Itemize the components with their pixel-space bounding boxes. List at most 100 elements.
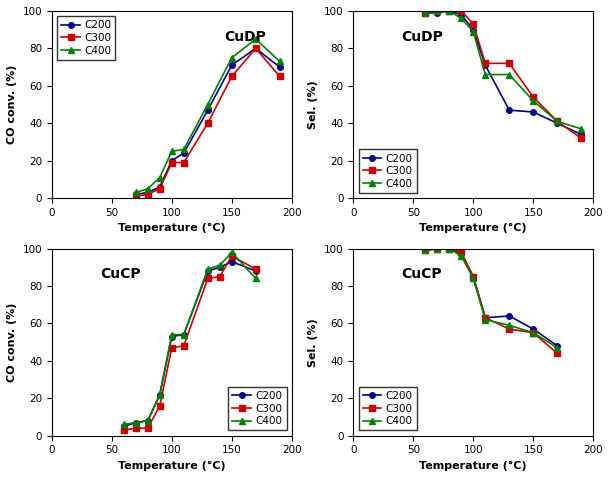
Line: C400: C400 xyxy=(121,250,259,427)
C400 xyxy=(434,8,441,14)
X-axis label: Temperature (°C): Temperature (°C) xyxy=(420,223,527,233)
C200 xyxy=(180,150,187,156)
C200 xyxy=(446,8,453,14)
C200 xyxy=(156,184,163,190)
C400 xyxy=(168,149,176,154)
C200 xyxy=(132,192,140,197)
C400 xyxy=(132,190,140,196)
C200 xyxy=(276,64,284,70)
Line: C300: C300 xyxy=(121,253,259,433)
Line: C200: C200 xyxy=(423,246,560,348)
Line: C300: C300 xyxy=(133,45,282,199)
C400 xyxy=(470,276,477,282)
X-axis label: Temperature (°C): Temperature (°C) xyxy=(118,223,226,233)
Legend: C200, C300, C400: C200, C300, C400 xyxy=(359,149,417,193)
C200 xyxy=(120,424,127,429)
C300 xyxy=(168,345,176,350)
Text: CuCP: CuCP xyxy=(401,267,442,281)
Text: CuCP: CuCP xyxy=(100,267,140,281)
C200 xyxy=(168,158,176,163)
C300 xyxy=(204,120,212,126)
C200 xyxy=(482,62,489,68)
C400 xyxy=(506,323,513,328)
C300 xyxy=(180,160,187,165)
C200 xyxy=(180,332,187,337)
C300 xyxy=(470,21,477,27)
C300 xyxy=(252,45,259,51)
C300 xyxy=(554,119,561,124)
Legend: C200, C300, C400: C200, C300, C400 xyxy=(228,387,287,431)
C200 xyxy=(204,268,212,274)
C400 xyxy=(156,174,163,180)
C400 xyxy=(529,98,537,104)
C400 xyxy=(578,126,585,132)
C200 xyxy=(470,27,477,33)
C300 xyxy=(204,276,212,282)
C300 xyxy=(168,160,176,165)
C200 xyxy=(470,274,477,280)
C200 xyxy=(529,109,537,115)
C400 xyxy=(446,246,453,251)
C400 xyxy=(204,266,212,272)
C200 xyxy=(578,131,585,137)
C400 xyxy=(156,391,163,397)
C300 xyxy=(434,246,441,251)
C400 xyxy=(446,8,453,14)
C300 xyxy=(144,425,151,431)
C400 xyxy=(554,119,561,124)
C300 xyxy=(578,135,585,141)
C400 xyxy=(204,102,212,108)
C300 xyxy=(446,246,453,251)
C400 xyxy=(144,186,151,192)
C300 xyxy=(276,74,284,79)
C200 xyxy=(529,326,537,332)
C300 xyxy=(434,8,441,14)
C400 xyxy=(228,250,235,255)
C200 xyxy=(554,120,561,126)
Line: C300: C300 xyxy=(423,246,560,356)
C400 xyxy=(470,29,477,34)
C400 xyxy=(132,420,140,425)
C400 xyxy=(168,332,176,337)
C200 xyxy=(228,62,235,68)
Text: CuDP: CuDP xyxy=(401,30,443,43)
C400 xyxy=(458,253,465,259)
Y-axis label: Sel. (%): Sel. (%) xyxy=(309,80,318,129)
C200 xyxy=(458,12,465,18)
Line: C300: C300 xyxy=(423,8,584,141)
C300 xyxy=(216,274,223,280)
C300 xyxy=(446,8,453,14)
X-axis label: Temperature (°C): Temperature (°C) xyxy=(118,461,226,471)
C300 xyxy=(144,192,151,197)
C200 xyxy=(252,268,259,274)
C200 xyxy=(144,190,151,196)
Legend: C200, C300, C400: C200, C300, C400 xyxy=(57,16,115,60)
C200 xyxy=(156,391,163,397)
C400 xyxy=(434,246,441,251)
C400 xyxy=(529,330,537,336)
C300 xyxy=(228,253,235,259)
Y-axis label: CO conv. (%): CO conv. (%) xyxy=(7,303,17,382)
C400 xyxy=(252,36,259,42)
C400 xyxy=(252,276,259,282)
C300 xyxy=(422,248,429,253)
Legend: C200, C300, C400: C200, C300, C400 xyxy=(359,387,417,431)
C200 xyxy=(434,246,441,251)
C200 xyxy=(506,313,513,319)
C300 xyxy=(529,94,537,100)
C400 xyxy=(506,72,513,77)
C300 xyxy=(252,266,259,272)
Line: C200: C200 xyxy=(133,45,282,197)
C200 xyxy=(216,264,223,270)
C400 xyxy=(276,59,284,65)
C300 xyxy=(132,193,140,199)
C300 xyxy=(482,315,489,321)
C400 xyxy=(422,10,429,16)
C300 xyxy=(482,61,489,66)
Line: C200: C200 xyxy=(423,8,584,137)
C300 xyxy=(529,330,537,336)
Line: C400: C400 xyxy=(423,246,560,350)
C400 xyxy=(482,72,489,77)
C300 xyxy=(506,61,513,66)
C200 xyxy=(228,259,235,264)
